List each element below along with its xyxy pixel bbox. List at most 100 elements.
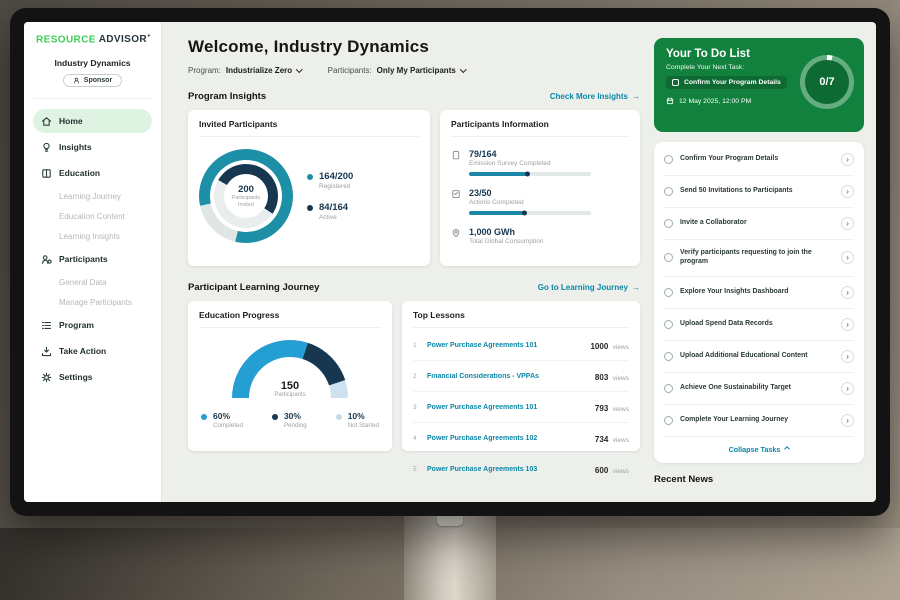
task-chevron-button[interactable]: ›	[841, 317, 854, 331]
lightbulb-icon	[43, 142, 50, 152]
task-row[interactable]: Upload Spend Data Records ›	[664, 309, 854, 341]
donut-center-label: Participants Invited	[231, 195, 261, 208]
progress-bar	[469, 211, 591, 215]
sidebar-item-manage-participants[interactable]: Manage Participants	[59, 298, 132, 308]
task-checkbox[interactable]	[664, 187, 673, 196]
task-row[interactable]: Verify participants requesting to join t…	[664, 240, 854, 277]
education-progress-card: Education Progress 150 Participants	[188, 301, 392, 451]
monitor-stand-clip	[437, 516, 463, 526]
invited-participants-card: Invited Participants 200 Participants In…	[188, 110, 430, 266]
task-checkbox[interactable]	[664, 219, 673, 228]
people-gear-icon	[42, 255, 52, 264]
lesson-rank: 3	[413, 403, 417, 411]
sidebar-item-general-data[interactable]: General Data	[59, 278, 107, 288]
task-chevron-button[interactable]: ›	[841, 217, 854, 230]
task-checkbox[interactable]	[664, 351, 673, 361]
task-row[interactable]: Achieve One Sustainability Target ›	[664, 373, 854, 405]
todo-panel: Your To Do List Complete Your Next Task:…	[650, 22, 876, 502]
chevron-down-icon	[459, 66, 467, 73]
sidebar: RESOURCE ADVISOR+ Industry Dynamics Spon…	[24, 22, 162, 502]
lesson-views: 803 views	[594, 373, 629, 382]
chevron-right-icon: ›	[846, 252, 849, 263]
legend-item: 10% Not Started	[335, 411, 379, 429]
checklist-icon	[452, 190, 460, 199]
lesson-row: 1 Power Purchase Agreements 101 1000 vie…	[413, 330, 629, 361]
task-chevron-button[interactable]: ›	[841, 285, 854, 299]
task-chevron-button[interactable]: ›	[841, 413, 854, 427]
sidebar-item-program[interactable]: Program	[33, 313, 152, 337]
task-chevron-button[interactable]: ›	[841, 153, 854, 166]
task-row[interactable]: Confirm Your Program Details ›	[664, 144, 854, 176]
collapse-tasks-link[interactable]: Collapse Tasks	[664, 437, 854, 457]
lesson-row: 5 Power Purchase Agreements 103 600 view…	[413, 454, 629, 484]
legend-dot	[335, 414, 342, 420]
participants-filter[interactable]: Participants: Only My Participants	[328, 66, 467, 75]
gauge-center-value: 150	[280, 380, 300, 392]
lesson-link[interactable]: Power Purchase Agreements 101	[427, 403, 538, 411]
lesson-link[interactable]: Power Purchase Agreements 102	[427, 434, 538, 442]
todo-progress-ring: 0/7	[800, 55, 854, 109]
sidebar-item-insights[interactable]: Insights	[33, 135, 152, 159]
task-checkbox[interactable]	[664, 253, 673, 263]
task-checkbox[interactable]	[664, 383, 673, 393]
sidebar-item-take-action[interactable]: Take Action	[33, 339, 152, 363]
learning-journey-title: Participant Learning Journey	[188, 282, 320, 293]
program-filter[interactable]: Program: Industrialize Zero	[188, 66, 303, 75]
lesson-link[interactable]: Power Purchase Agreements 101	[427, 341, 538, 349]
home-icon	[41, 117, 52, 126]
sidebar-item-education[interactable]: Education	[33, 161, 152, 185]
legend-dot	[307, 174, 313, 180]
lesson-row: 4 Power Purchase Agreements 102 734 view…	[413, 423, 629, 454]
lesson-link[interactable]: Financial Considerations - VPPAs	[427, 372, 539, 380]
lesson-views: 1000 views	[590, 342, 629, 351]
task-checkbox[interactable]	[664, 415, 673, 425]
calendar-icon	[666, 97, 674, 105]
lesson-link[interactable]: Power Purchase Agreements 103	[427, 465, 538, 473]
task-checkbox[interactable]	[664, 287, 673, 297]
page-title: Welcome, Industry Dynamics	[188, 37, 430, 56]
sidebar-nav: Home Insights Education Learning Journey…	[33, 109, 152, 391]
sidebar-item-learning-insights[interactable]: Learning Insights	[59, 232, 120, 242]
app-logo: RESOURCE ADVISOR+	[36, 34, 151, 46]
task-chevron-button[interactable]: ›	[841, 381, 854, 395]
task-chevron-button[interactable]: ›	[841, 185, 854, 198]
todo-next-task[interactable]: Confirm Your Program Details	[666, 76, 787, 89]
action-arrow-icon	[41, 346, 52, 356]
check-more-insights-link[interactable]: Check More Insights →	[549, 92, 640, 101]
checkbox-icon[interactable]	[672, 79, 679, 86]
filter-bar: Program: Industrialize Zero Participants…	[188, 66, 640, 75]
list-icon	[41, 321, 52, 329]
task-row[interactable]: Invite a Collaborator ›	[664, 208, 854, 240]
task-checkbox[interactable]	[664, 319, 673, 329]
sidebar-item-home[interactable]: Home	[33, 109, 152, 134]
task-row[interactable]: Explore Your Insights Dashboard ›	[664, 277, 854, 309]
todo-task-list-card: Confirm Your Program Details › Send 50 I…	[654, 142, 864, 463]
todo-due-date: 12 May 2025, 12:00 PM	[666, 97, 852, 105]
sidebar-item-participants[interactable]: Participants	[33, 247, 152, 271]
task-chevron-button[interactable]: ›	[841, 349, 854, 363]
task-row[interactable]: Complete Your Learning Journey ›	[664, 405, 854, 437]
chevron-right-icon: ›	[846, 154, 849, 164]
sponsor-badge: Sponsor	[62, 74, 123, 88]
chevron-down-icon	[296, 66, 303, 73]
gear-icon	[41, 372, 52, 383]
donut-center-value: 200	[238, 184, 254, 196]
task-checkbox[interactable]	[664, 155, 673, 164]
todo-task-list: Confirm Your Program Details › Send 50 I…	[664, 144, 854, 437]
person-icon	[73, 78, 79, 84]
sidebar-item-settings[interactable]: Settings	[33, 365, 152, 389]
lesson-row: 2 Financial Considerations - VPPAs 803 v…	[413, 361, 629, 392]
task-row[interactable]: Upload Additional Educational Content ›	[664, 341, 854, 373]
chevron-right-icon: ›	[846, 286, 849, 297]
task-chevron-button[interactable]: ›	[841, 251, 854, 265]
task-row[interactable]: Send 50 Invitations to Participants ›	[664, 176, 854, 208]
chevron-right-icon: ›	[846, 350, 849, 361]
donut-legend: 164/200 Registered 84/164 Active	[307, 171, 353, 221]
progress-bar	[469, 172, 591, 176]
monitor-stand	[404, 516, 496, 600]
go-to-learning-journey-link[interactable]: Go to Learning Journey →	[537, 283, 640, 292]
sidebar-item-learning-journey[interactable]: Learning Journey	[59, 192, 121, 202]
card-title: Participants Information	[451, 119, 629, 137]
legend-item: 164/200 Registered	[307, 171, 353, 190]
sidebar-item-education-content[interactable]: Education Content	[59, 212, 125, 222]
